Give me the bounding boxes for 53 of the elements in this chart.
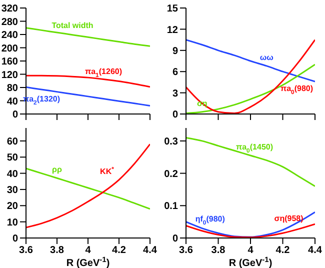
y-tick-label: 3 bbox=[172, 88, 178, 100]
x-tick-label: 4.4 bbox=[308, 245, 322, 256]
x-tick-label: 3.8 bbox=[211, 245, 226, 256]
y-tick-label: 320 bbox=[1, 4, 18, 15]
y-tick-label: 0 bbox=[172, 110, 178, 121]
x-tick-label: 3.6 bbox=[179, 245, 194, 256]
y-tick-label: 280 bbox=[1, 16, 18, 28]
x-tick-label: 4.4 bbox=[143, 245, 158, 256]
y-tick-label: 15 bbox=[166, 4, 178, 15]
line-series bbox=[186, 136, 315, 187]
y-tick-label: 60 bbox=[6, 136, 18, 148]
y-tick-label: 0.2 bbox=[164, 168, 178, 180]
series-label: πa$_{0}$(1450) bbox=[236, 142, 274, 154]
series-label: ωω bbox=[260, 52, 274, 62]
y-tick-label: 20 bbox=[6, 201, 18, 212]
series-label: ρρ bbox=[52, 165, 62, 174]
y-tick-label: 120 bbox=[1, 70, 18, 81]
y-tick-label: 240 bbox=[1, 30, 18, 42]
y-tick-label: 0 bbox=[12, 110, 18, 121]
y-tick-label: 0 bbox=[12, 234, 18, 245]
x-tick-label: 3.8 bbox=[50, 245, 64, 256]
line-series bbox=[26, 143, 150, 228]
y-tick-label: 50 bbox=[6, 152, 18, 164]
x-tick-label: 3.6 bbox=[19, 245, 34, 256]
y-tick-label: 80 bbox=[6, 83, 18, 94]
x-tick-label: 4 bbox=[248, 245, 254, 256]
line-series bbox=[186, 39, 315, 82]
y-tick-label: 0 bbox=[172, 234, 178, 245]
series-label: ηf$_{0}$(980) bbox=[195, 214, 226, 226]
series-label: KK$^{*}$ bbox=[100, 166, 115, 176]
y-tick-label: 9 bbox=[172, 46, 178, 57]
line-series bbox=[26, 168, 150, 210]
y-tick-label: 200 bbox=[1, 43, 18, 54]
y-tick-label: 40 bbox=[6, 168, 18, 180]
y-tick-label: 6 bbox=[172, 67, 178, 78]
y-tick-label: 0.1 bbox=[164, 201, 178, 212]
x-tick-label: 4.2 bbox=[112, 245, 126, 256]
line-series bbox=[26, 74, 150, 88]
x-axis-title: R (GeV$^{-1}$) bbox=[228, 254, 272, 268]
series-label: πa$_{1}$(1260) bbox=[84, 67, 122, 80]
series-label: ση(958) bbox=[274, 214, 304, 224]
series-label: πa$_{0}$(980) bbox=[280, 84, 314, 96]
series-label: Total width bbox=[52, 20, 94, 30]
x-axis-title: R (GeV$^{-1}$) bbox=[66, 254, 110, 268]
y-tick-label: 40 bbox=[6, 96, 18, 108]
y-tick-label: 160 bbox=[1, 56, 18, 68]
y-tick-label: 10 bbox=[6, 217, 18, 228]
x-tick-label: 4.2 bbox=[276, 245, 290, 256]
y-tick-label: 12 bbox=[166, 24, 178, 36]
x-tick-label: 4 bbox=[85, 245, 92, 256]
y-tick-label: 0.3 bbox=[164, 136, 178, 148]
line-series bbox=[26, 27, 150, 47]
y-tick-label: 30 bbox=[6, 185, 18, 196]
